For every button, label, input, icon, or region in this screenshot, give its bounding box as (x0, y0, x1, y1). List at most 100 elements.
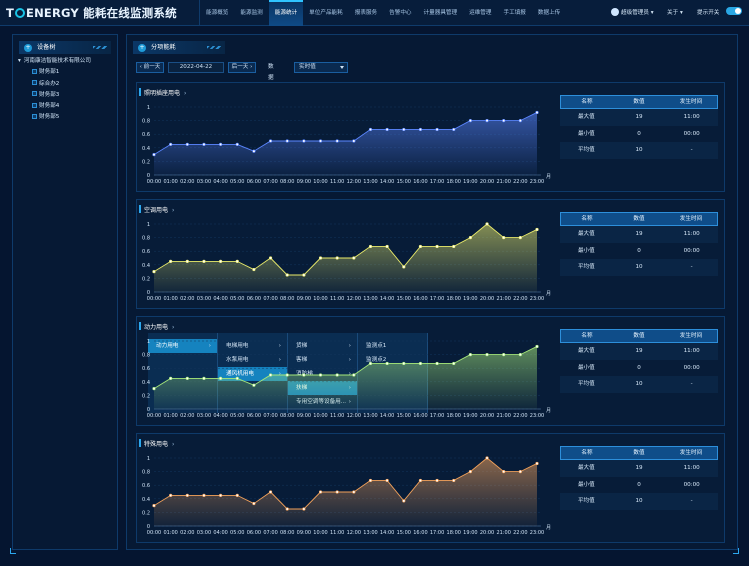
about-menu[interactable]: 关于 ▾ (667, 10, 683, 16)
data-point[interactable] (418, 478, 423, 483)
tree-node-1[interactable]: 财务部1 (18, 67, 91, 78)
data-point[interactable] (468, 353, 472, 357)
data-point[interactable] (202, 259, 206, 264)
data-point[interactable] (235, 142, 239, 146)
data-point[interactable] (468, 470, 472, 474)
data-point[interactable] (285, 507, 289, 511)
data-point[interactable] (518, 353, 522, 357)
data-point[interactable] (535, 461, 539, 466)
data-point[interactable] (435, 127, 439, 132)
data-point[interactable] (352, 139, 356, 143)
data-point[interactable] (335, 139, 339, 143)
cascader-option[interactable]: 水泵用电 › (218, 353, 287, 367)
data-point[interactable] (202, 493, 206, 498)
data-point[interactable] (302, 507, 306, 511)
chevron-right-icon[interactable]: › (172, 441, 175, 448)
data-point[interactable] (368, 478, 373, 483)
data-point[interactable] (169, 259, 173, 264)
data-point[interactable] (518, 236, 522, 240)
data-point[interactable] (268, 490, 273, 494)
data-point[interactable] (418, 244, 423, 249)
data-point[interactable] (368, 361, 373, 366)
cascader-option[interactable]: 监测点1 (358, 339, 427, 353)
data-point[interactable] (152, 504, 156, 508)
data-point[interactable] (169, 493, 173, 498)
nav-tab-2[interactable]: 能源监测 (240, 10, 263, 16)
data-point[interactable] (152, 270, 156, 274)
data-point[interactable] (352, 490, 356, 494)
nav-tab-9[interactable]: 手工填报 (503, 10, 526, 16)
data-point[interactable] (418, 361, 423, 366)
cascader-option[interactable]: 监测点2 (358, 353, 427, 367)
next-day-button[interactable]: 后一天 › (228, 62, 256, 73)
data-point[interactable] (268, 139, 273, 143)
data-point[interactable] (302, 373, 306, 377)
data-point[interactable] (385, 127, 389, 132)
data-point[interactable] (535, 344, 539, 349)
tree-root[interactable]: ▾ 河南康洁智能技术有限公司 (18, 58, 91, 64)
chevron-right-icon[interactable]: › (172, 207, 175, 214)
data-point[interactable] (435, 478, 439, 483)
tree-node-4[interactable]: 财务部4 (18, 101, 91, 112)
cascader-option[interactable]: 客梯 › (288, 353, 357, 367)
data-point[interactable] (402, 127, 406, 132)
data-point[interactable] (268, 373, 273, 377)
data-point[interactable] (335, 373, 339, 377)
data-point[interactable] (402, 361, 406, 366)
data-point[interactable] (169, 142, 173, 146)
data-point[interactable] (268, 256, 273, 260)
data-point[interactable] (485, 353, 489, 357)
user-menu[interactable]: 超级管理员 ▾ (611, 8, 654, 16)
nav-tab-8[interactable]: 运维管理 (469, 10, 492, 16)
data-point[interactable] (235, 259, 239, 264)
data-point[interactable] (235, 493, 239, 498)
data-point[interactable] (219, 493, 223, 498)
nav-tab-10[interactable]: 数据上传 (537, 10, 561, 16)
data-point[interactable] (285, 373, 289, 377)
nav-tab-6[interactable]: 告警中心 (389, 10, 412, 16)
data-point[interactable] (302, 139, 306, 143)
data-point[interactable] (185, 493, 189, 498)
data-point[interactable] (502, 470, 506, 474)
cascader-option[interactable]: 货梯 › (288, 339, 357, 353)
data-point[interactable] (535, 227, 539, 232)
data-point[interactable] (502, 236, 506, 240)
data-point[interactable] (485, 222, 489, 226)
tree-node-2[interactable]: 综合办2 (18, 79, 91, 90)
data-point[interactable] (352, 256, 356, 260)
data-point[interactable] (318, 373, 323, 377)
data-point[interactable] (385, 244, 389, 249)
data-point[interactable] (285, 139, 289, 143)
data-point[interactable] (285, 273, 289, 277)
data-point[interactable] (468, 118, 472, 123)
data-point[interactable] (335, 256, 339, 260)
data-point[interactable] (302, 273, 306, 277)
nav-tab-5[interactable]: 报表服务 (354, 10, 378, 16)
nav-tab-3[interactable]: 能源统计 (268, 0, 304, 26)
data-point[interactable] (169, 376, 173, 381)
data-point[interactable] (335, 490, 339, 494)
tree-node-5[interactable]: 财务部5 (18, 112, 91, 123)
data-point[interactable] (435, 361, 439, 366)
data-point[interactable] (318, 256, 323, 260)
cascader-option[interactable]: 电梯用电 › (218, 339, 287, 353)
data-point[interactable] (352, 373, 356, 377)
data-point[interactable] (368, 244, 373, 249)
data-point[interactable] (185, 259, 189, 264)
data-point[interactable] (202, 142, 206, 146)
data-point[interactable] (318, 139, 323, 143)
data-point[interactable] (202, 376, 206, 381)
data-point[interactable] (252, 383, 256, 387)
data-type-select[interactable]: 实时值 (294, 62, 348, 73)
data-point[interactable] (252, 501, 256, 506)
data-point[interactable] (535, 110, 539, 115)
data-point[interactable] (435, 244, 439, 249)
prev-day-button[interactable]: ‹ 前一天 (136, 62, 164, 73)
data-point[interactable] (452, 127, 456, 132)
data-point[interactable] (485, 118, 489, 123)
data-point[interactable] (318, 490, 323, 494)
date-input[interactable]: 2022-04-22 (168, 62, 224, 73)
data-point[interactable] (418, 127, 423, 132)
data-point[interactable] (402, 265, 406, 269)
data-point[interactable] (452, 244, 456, 249)
